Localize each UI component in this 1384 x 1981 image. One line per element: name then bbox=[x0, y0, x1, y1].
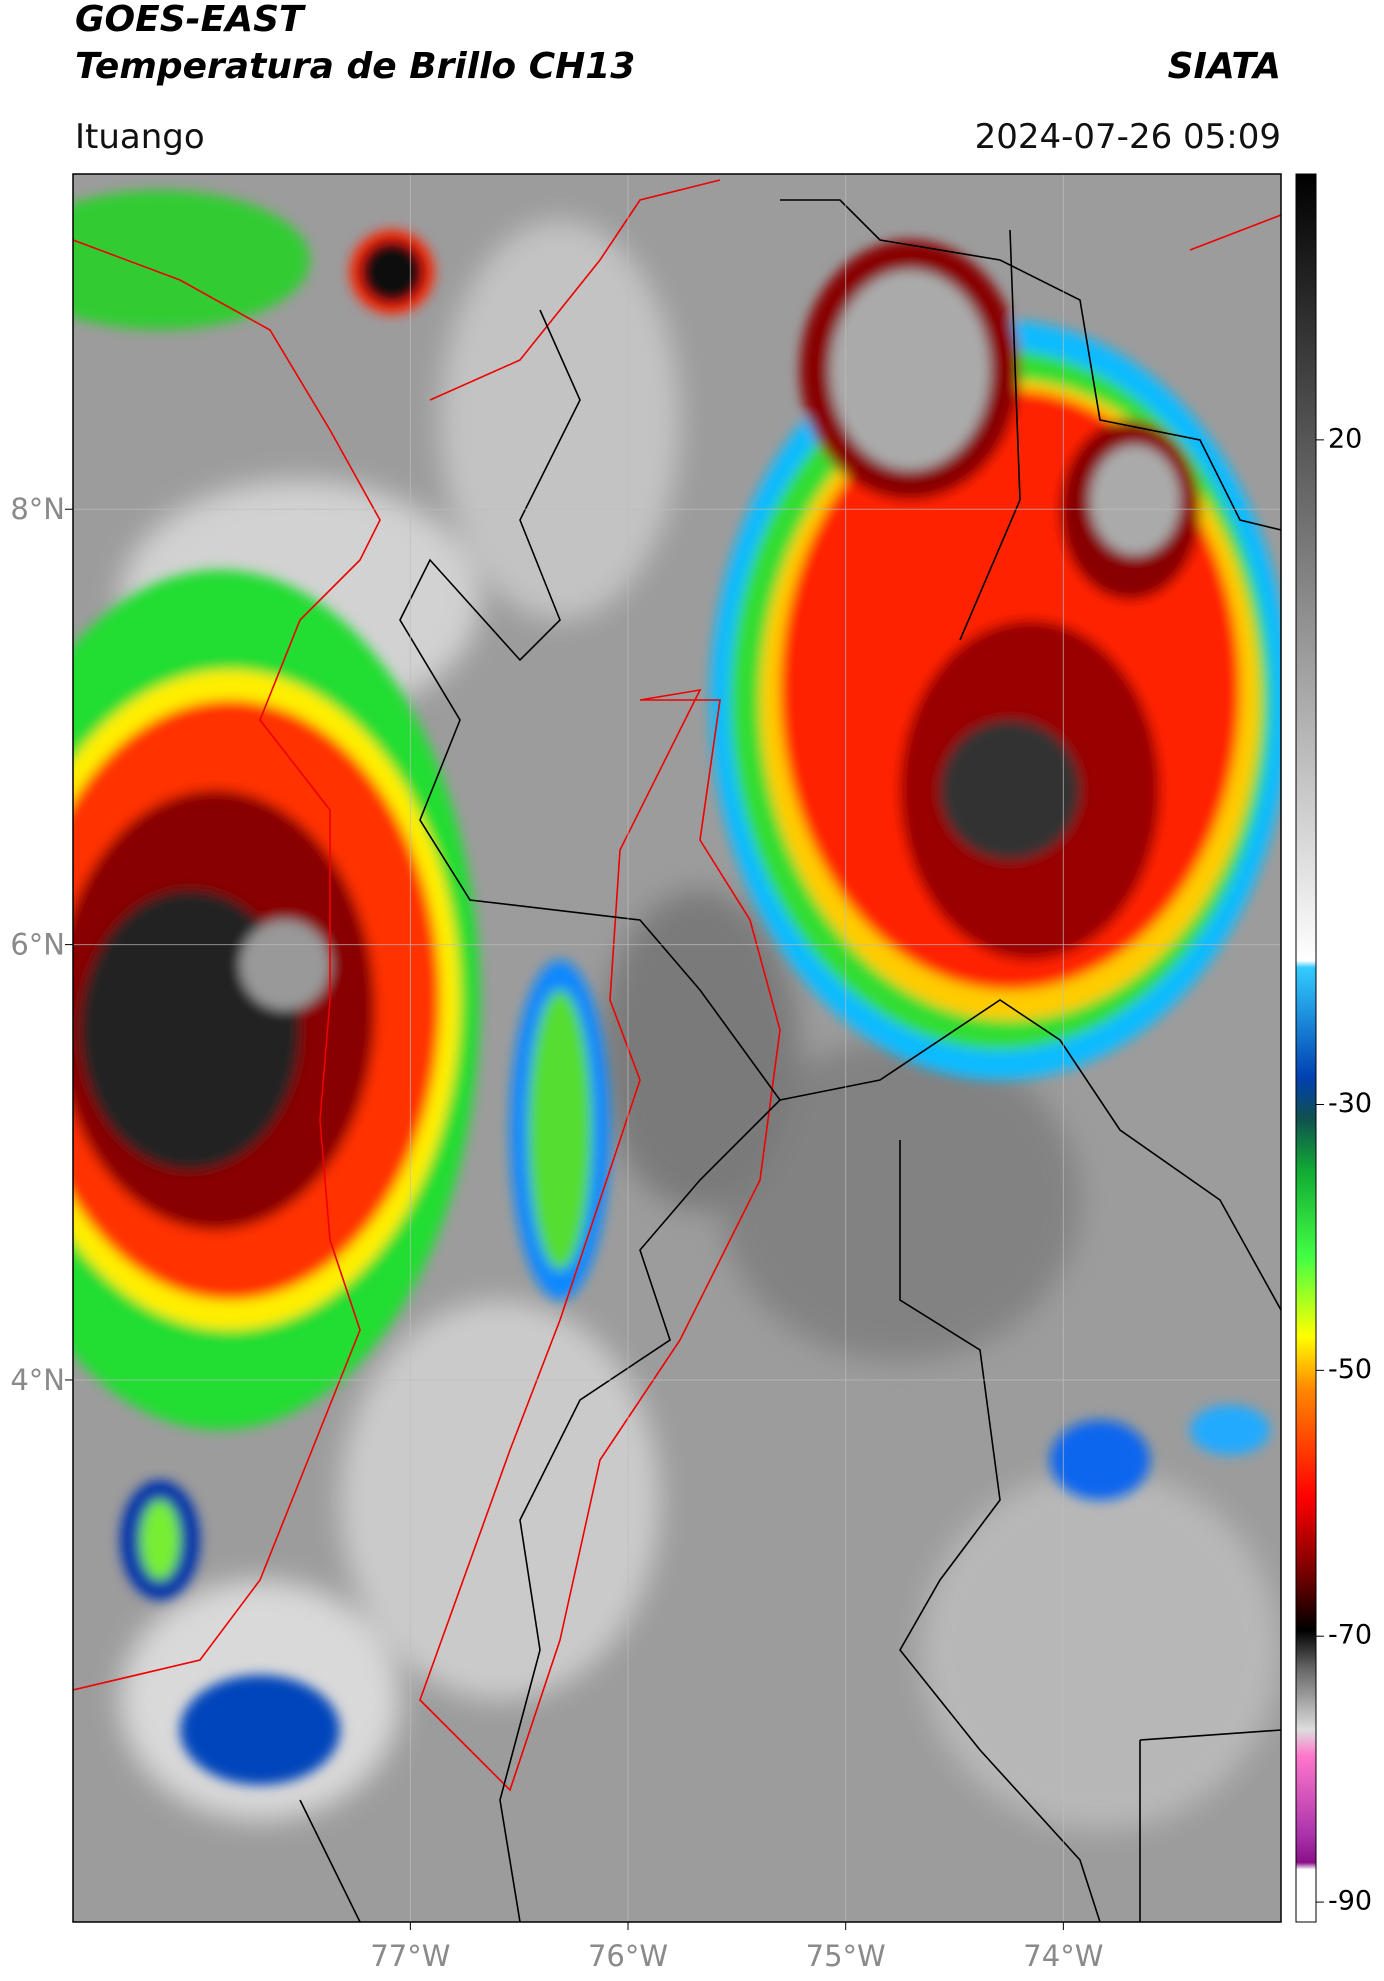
colorbar-label: 20 bbox=[1328, 423, 1362, 454]
graticule bbox=[73, 174, 1281, 1922]
colorbar-label: -90 bbox=[1328, 1886, 1372, 1917]
colorbar-label: -50 bbox=[1328, 1354, 1372, 1385]
datetime: 2024-07-26 05:09 bbox=[975, 117, 1281, 157]
lat-label: 4°N bbox=[10, 1363, 65, 1397]
colorbar bbox=[1295, 173, 1317, 1923]
colorbar-label: -30 bbox=[1328, 1088, 1372, 1119]
lon-label: 76°W bbox=[588, 1939, 668, 1973]
map-frame bbox=[72, 173, 1282, 1923]
lat-label: 6°N bbox=[10, 928, 65, 962]
location: Ituango bbox=[75, 117, 205, 157]
lon-label: 75°W bbox=[806, 1939, 886, 1973]
lon-label: 77°W bbox=[370, 1939, 450, 1973]
satellite-image bbox=[73, 174, 1281, 1922]
source: SIATA bbox=[1168, 46, 1281, 87]
title: GOES-EAST bbox=[75, 0, 306, 40]
lat-label: 8°N bbox=[10, 492, 65, 526]
colorbar-label: -70 bbox=[1328, 1620, 1372, 1651]
subtitle: Temperatura de Brillo CH13 bbox=[75, 46, 635, 87]
lon-label: 74°W bbox=[1023, 1939, 1103, 1973]
